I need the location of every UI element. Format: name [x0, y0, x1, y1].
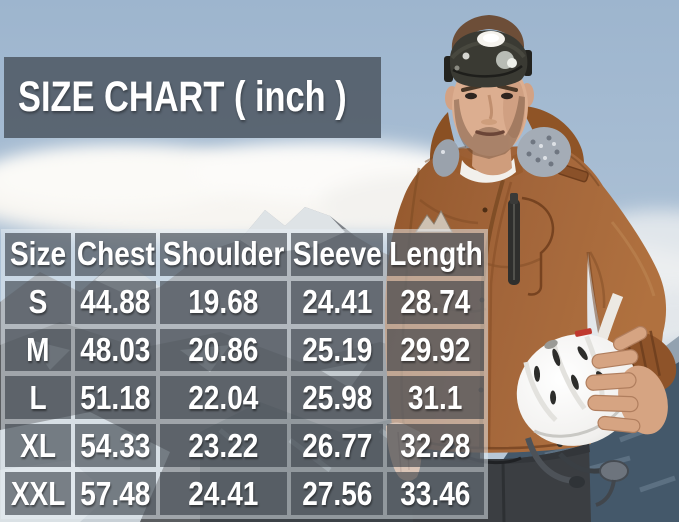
shoulder-cell: 23.22: [160, 424, 287, 468]
chest-cell: 57.48: [75, 472, 156, 515]
sleeve-value: 25.19: [301, 331, 373, 369]
length-cell: 33.46: [387, 472, 484, 515]
chest-cell: 44.88: [75, 280, 156, 324]
column-header-sleeve-label: Sleeve: [292, 235, 382, 273]
size-chart-title: SIZE CHART ( inch ): [18, 73, 347, 121]
length-value: 32.28: [400, 426, 471, 464]
chest-pocket: [508, 193, 555, 296]
size-label-cell: M: [5, 328, 71, 372]
man-head: [444, 15, 534, 159]
chest-value: 54.33: [80, 426, 151, 464]
chest-cell: 54.33: [75, 424, 156, 468]
column-header-length-label: Length: [388, 235, 483, 273]
right-hand: [585, 325, 668, 435]
size-chart-title-bar: SIZE CHART ( inch ): [4, 57, 381, 138]
size-label-cell: S: [5, 280, 71, 324]
size-value: M: [26, 331, 50, 369]
shoulder-value: 22.04: [188, 378, 259, 416]
shoulder-value: 19.68: [188, 283, 259, 321]
length-value: 33.46: [400, 474, 471, 512]
sleeve-cell: 24.41: [291, 280, 383, 324]
length-value: 28.74: [400, 283, 471, 321]
size-chart-table: Size Chest Shoulder Sleeve Length S 44.8…: [1, 229, 488, 519]
column-header-chest-label: Chest: [76, 235, 155, 273]
shoulder-cell: 22.04: [160, 376, 287, 420]
sleeve-cell: 25.19: [291, 328, 383, 372]
size-value: XXL: [10, 474, 66, 512]
chest-cell: 48.03: [75, 328, 156, 372]
length-cell: 32.28: [387, 424, 484, 468]
sleeve-cell: 26.77: [291, 424, 383, 468]
column-header-shoulder: Shoulder: [160, 233, 287, 276]
length-cell: 28.74: [387, 280, 484, 324]
chest-value: 48.03: [80, 331, 151, 369]
size-value: XL: [20, 426, 56, 464]
column-header-shoulder-label: Shoulder: [162, 235, 285, 273]
length-value: 31.1: [408, 378, 463, 416]
length-cell: 29.92: [387, 328, 484, 372]
sleeve-value: 25.98: [301, 378, 373, 416]
column-header-chest: Chest: [75, 233, 156, 276]
size-label-cell: XXL: [5, 472, 71, 515]
length-value: 29.92: [400, 331, 471, 369]
man-figure: [384, 15, 677, 522]
chest-value: 44.88: [80, 283, 151, 321]
sleeve-cell: 27.56: [291, 472, 383, 515]
hair: [451, 15, 525, 50]
sleeve-value: 26.77: [301, 426, 373, 464]
chest-value: 57.48: [80, 474, 151, 512]
ski-goggles: [444, 30, 532, 88]
size-value: L: [29, 378, 47, 416]
shoulder-cell: 24.41: [160, 472, 287, 515]
shoulder-value: 24.41: [188, 474, 259, 512]
length-cell: 31.1: [387, 376, 484, 420]
column-header-sleeve: Sleeve: [291, 233, 383, 276]
column-header-size: Size: [5, 233, 71, 276]
chest-cell: 51.18: [75, 376, 156, 420]
size-label-cell: L: [5, 376, 71, 420]
shoulder-cell: 20.86: [160, 328, 287, 372]
sleeve-value: 27.56: [301, 474, 373, 512]
sleeve-cell: 25.98: [291, 376, 383, 420]
sleeve-value: 24.41: [301, 283, 373, 321]
size-label-cell: XL: [5, 424, 71, 468]
column-header-size-label: Size: [9, 235, 67, 273]
goggle-strap: [525, 437, 629, 507]
size-value: S: [28, 283, 48, 321]
column-header-length: Length: [387, 233, 484, 276]
shoulder-cell: 19.68: [160, 280, 287, 324]
shoulder-value: 23.22: [188, 426, 259, 464]
chest-value: 51.18: [80, 378, 151, 416]
shoulder-value: 20.86: [188, 331, 259, 369]
